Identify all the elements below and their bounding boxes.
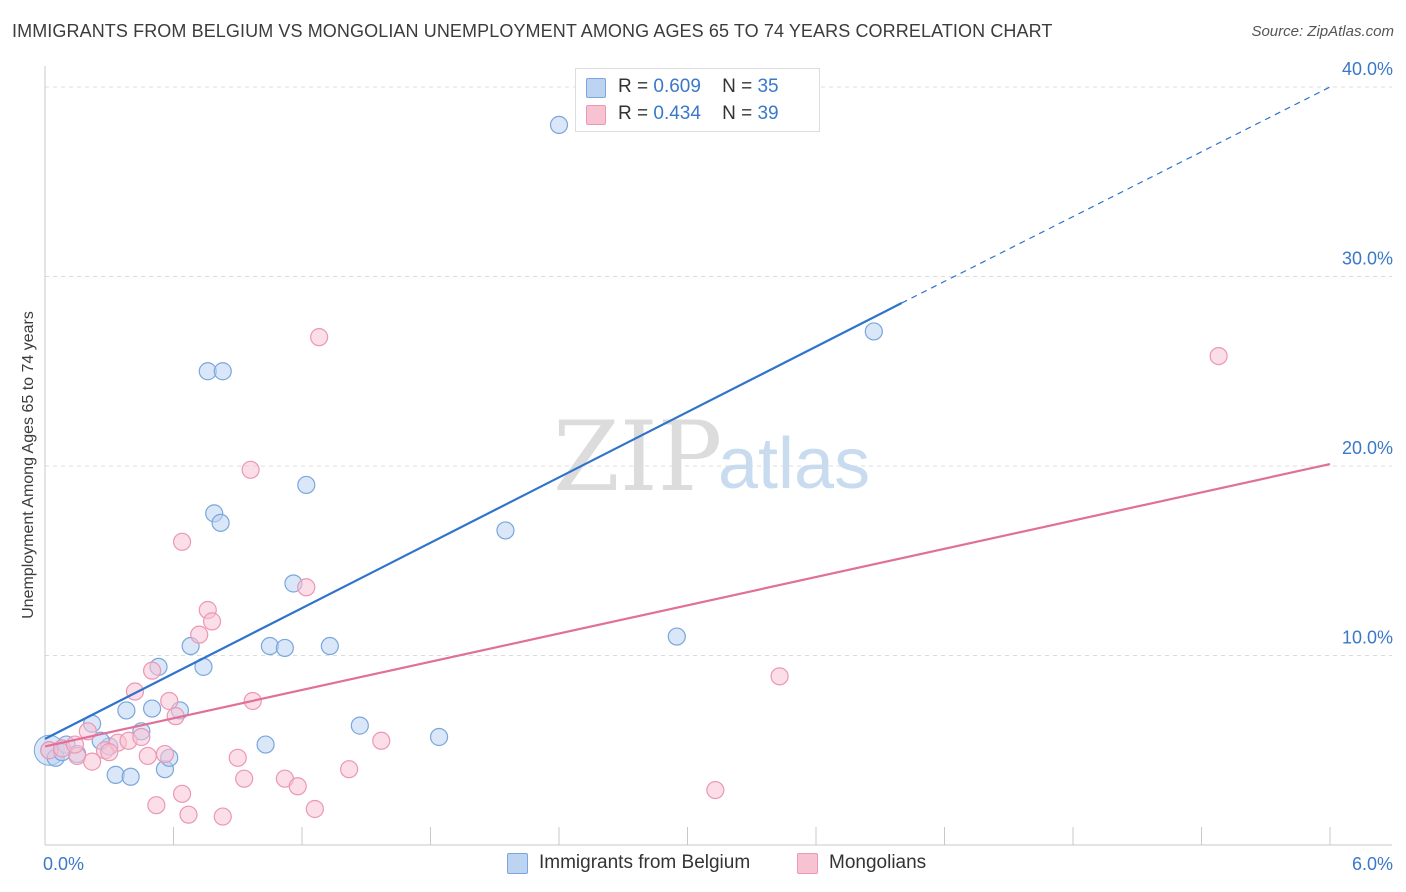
point-belgium: [496, 521, 515, 540]
point-mongolians: [132, 727, 151, 747]
point-mongolians: [340, 760, 359, 779]
point-belgium: [142, 699, 162, 718]
point-belgium: [121, 767, 140, 786]
point-mongolians: [1209, 346, 1228, 366]
y-tick-label: 40.0%: [1342, 59, 1393, 79]
point-belgium: [297, 475, 316, 495]
x-tick-label: 6.0%: [1352, 854, 1393, 874]
point-belgium: [320, 636, 339, 656]
correlation-legend: R = 0.609 N = 35 R = 0.434 N = 39: [575, 68, 820, 132]
point-belgium: [549, 115, 569, 135]
point-mongolians: [706, 780, 725, 800]
point-belgium: [213, 362, 232, 381]
bottom-legend-swatch-blue: [507, 853, 528, 874]
point-belgium: [350, 716, 369, 735]
point-mongolians: [190, 625, 209, 644]
point-belgium: [275, 638, 294, 658]
point-mongolians: [125, 682, 145, 701]
point-mongolians: [310, 328, 329, 347]
legend-r-value-belgium: 0.609: [653, 76, 701, 97]
point-mongolians: [770, 667, 789, 686]
point-mongolians: [147, 796, 166, 815]
bottom-legend-label-belgium: Immigrants from Belgium: [539, 852, 751, 873]
data-points: [33, 115, 1228, 826]
point-mongolians: [228, 748, 247, 767]
legend-n-label: N =: [722, 76, 753, 97]
watermark-zip: ZIP: [553, 401, 722, 513]
point-belgium: [260, 636, 279, 656]
point-belgium: [256, 735, 275, 754]
point-mongolians: [213, 807, 232, 826]
point-belgium: [864, 322, 883, 341]
watermark-atlas: atlas: [718, 424, 870, 504]
legend-n-value-belgium: 35: [757, 76, 779, 97]
point-mongolians: [179, 805, 198, 824]
point-belgium: [429, 727, 449, 747]
trendline-belgium: [44, 302, 903, 740]
legend-swatch-blue: [586, 78, 606, 98]
point-mongolians: [305, 799, 324, 819]
bottom-legend-label-mongolians: Mongolians: [829, 852, 927, 873]
y-tick-label: 30.0%: [1342, 249, 1393, 269]
legend-r-label: R =: [618, 103, 649, 124]
point-mongolians: [160, 691, 179, 711]
trendline-belgium-extension: [901, 86, 1331, 304]
bottom-legend-swatch-pink: [797, 853, 818, 874]
point-mongolians: [172, 532, 192, 551]
trendline-mongolians: [44, 463, 1331, 748]
point-mongolians: [142, 661, 162, 680]
watermark: ZIP atlas: [553, 401, 870, 513]
point-mongolians: [138, 746, 157, 766]
trend-lines: [44, 86, 1331, 748]
y-tick-label: 20.0%: [1342, 438, 1393, 458]
point-mongolians: [241, 460, 260, 479]
chart-title: IMMIGRANTS FROM BELGIUM VS MONGOLIAN UNE…: [12, 21, 1053, 41]
point-mongolians: [202, 612, 222, 631]
y-tick-label: 10.0%: [1342, 628, 1393, 648]
grid-lines: [45, 86, 1392, 656]
legend-swatch-pink: [586, 105, 606, 125]
legend-n-label: N =: [722, 103, 753, 124]
point-mongolians: [100, 743, 119, 762]
point-mongolians: [172, 784, 192, 803]
point-belgium: [667, 627, 686, 646]
point-mongolians: [155, 744, 175, 764]
point-mongolians: [288, 777, 307, 796]
point-mongolians: [297, 578, 316, 597]
point-mongolians: [83, 752, 102, 771]
point-mongolians: [372, 731, 391, 750]
point-belgium: [211, 513, 230, 532]
legend-r-value-mongolians: 0.434: [653, 103, 701, 124]
point-mongolians: [235, 769, 254, 788]
legend-n-value-mongolians: 39: [757, 103, 779, 124]
tick-labels: 10.0% 20.0% 30.0% 40.0% 0.0% 6.0%: [43, 59, 1393, 874]
point-belgium: [117, 701, 136, 720]
source-label: Source: ZipAtlas.com: [1251, 23, 1394, 40]
axes: [44, 66, 1392, 846]
x-tick-label: 0.0%: [43, 854, 84, 874]
legend-r-label: R =: [618, 76, 649, 97]
point-belgium: [106, 765, 125, 784]
